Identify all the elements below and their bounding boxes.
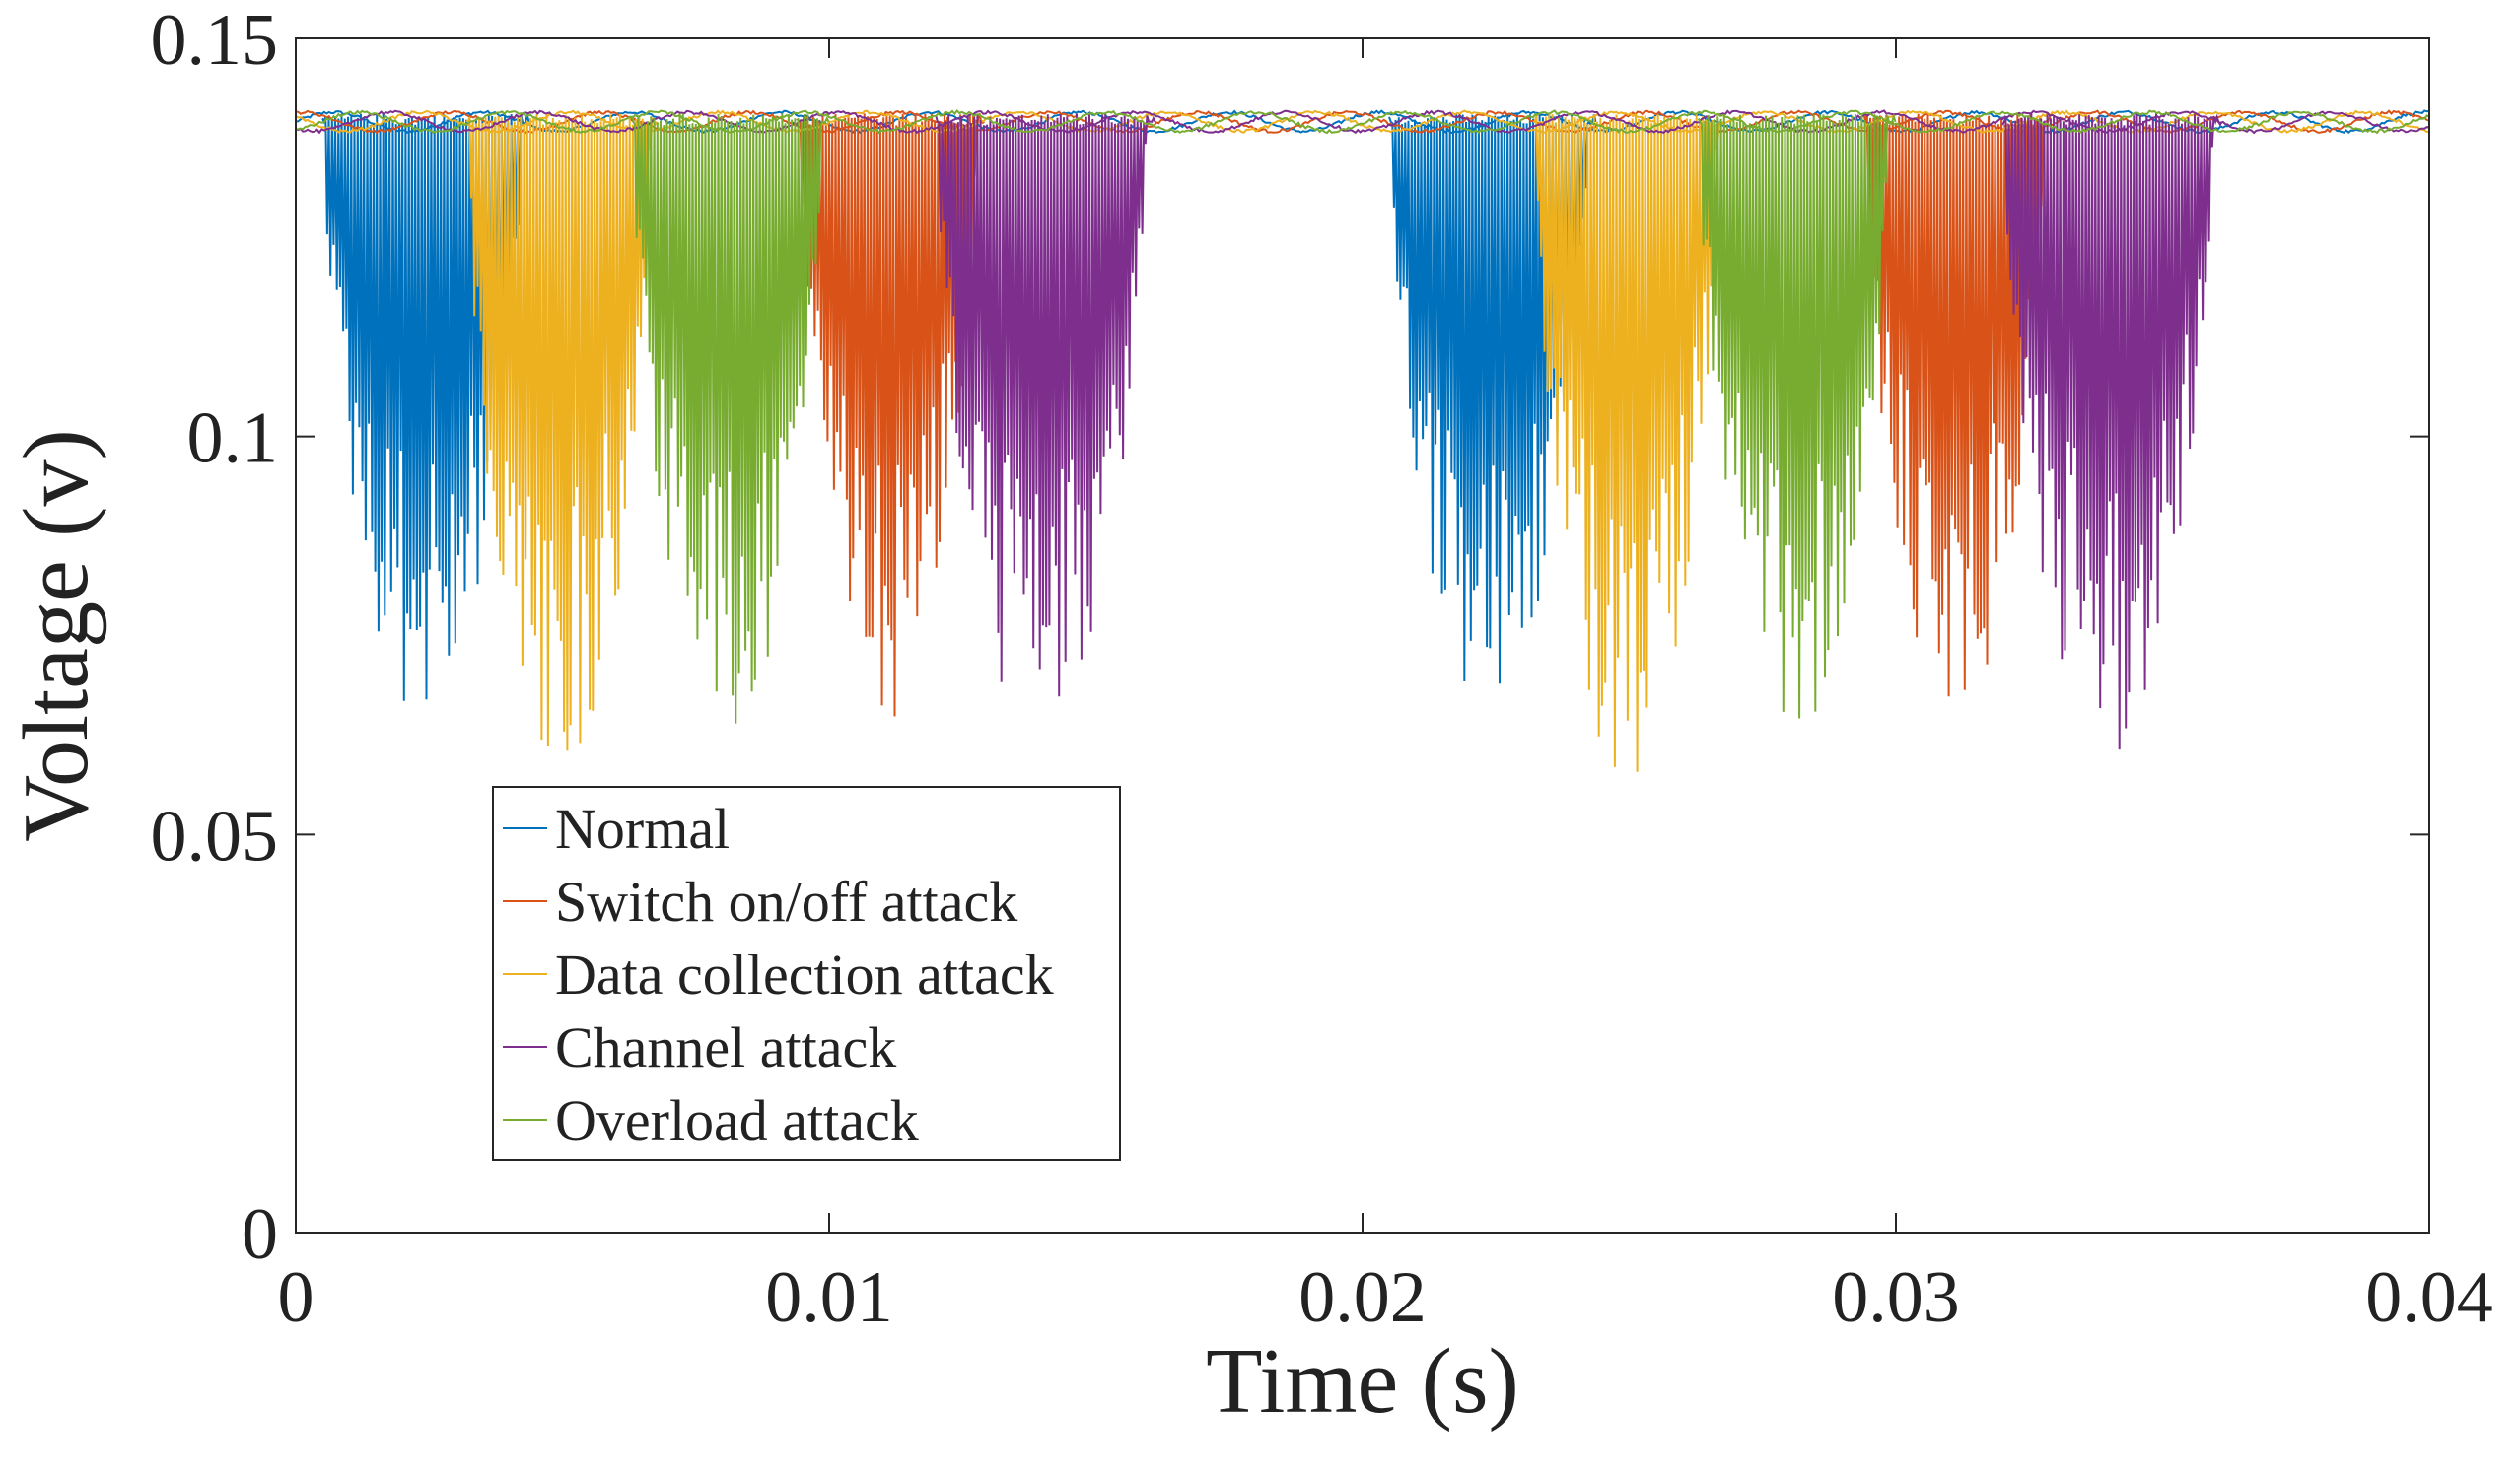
legend-item: Data collection attack [503, 943, 1054, 1007]
series-burst-1 [935, 113, 1156, 697]
legend: Normal Switch on/off attack Data collectio… [492, 786, 1121, 1161]
y-tick-label: 0.1 [187, 398, 279, 479]
legend-label: Normal [555, 797, 730, 861]
y-tick-label: 0 [242, 1194, 278, 1275]
legend-item: Normal [503, 797, 730, 861]
legend-item: Channel attack [503, 1016, 896, 1080]
x-tick-label: 0.01 [765, 1257, 893, 1338]
y-tick-label: 0.15 [151, 0, 279, 81]
legend-label: Channel attack [555, 1016, 896, 1080]
series-overload-attack [295, 108, 2430, 724]
series-layer [295, 108, 2430, 772]
legend-box [492, 786, 1121, 1161]
y-axis-title: Voltage (v) [5, 429, 107, 842]
legend-item: Switch on/off attack [503, 870, 1017, 934]
x-tick-label: 0.02 [1298, 1257, 1427, 1338]
x-axis-title: Time (s) [1206, 1330, 1519, 1433]
series-burst-1 [465, 113, 659, 751]
y-tick-label: 0.05 [151, 796, 279, 877]
legend-label: Data collection attack [555, 943, 1054, 1007]
x-tick-label: 0.03 [1832, 1257, 1960, 1338]
series-burst-1 [630, 113, 830, 724]
legend-item: Overload attack [503, 1089, 919, 1153]
x-tick-label: 0 [278, 1257, 315, 1338]
ticks-layer: 0 0.01 0.02 0.03 0.04 0 0.05 0.1 0.15 [151, 0, 2493, 1338]
series-burst-2 [2001, 113, 2223, 750]
series-burst-2 [1532, 113, 1725, 772]
x-tick-label: 0.04 [2365, 1257, 2493, 1338]
legend-items: Normal Switch on/off attack Data collectio… [503, 797, 1054, 1153]
series-baseline-trace [295, 108, 2430, 135]
legend-label: Switch on/off attack [555, 870, 1017, 934]
series-burst-2 [1697, 112, 1897, 719]
legend-label: Overload attack [555, 1089, 919, 1153]
